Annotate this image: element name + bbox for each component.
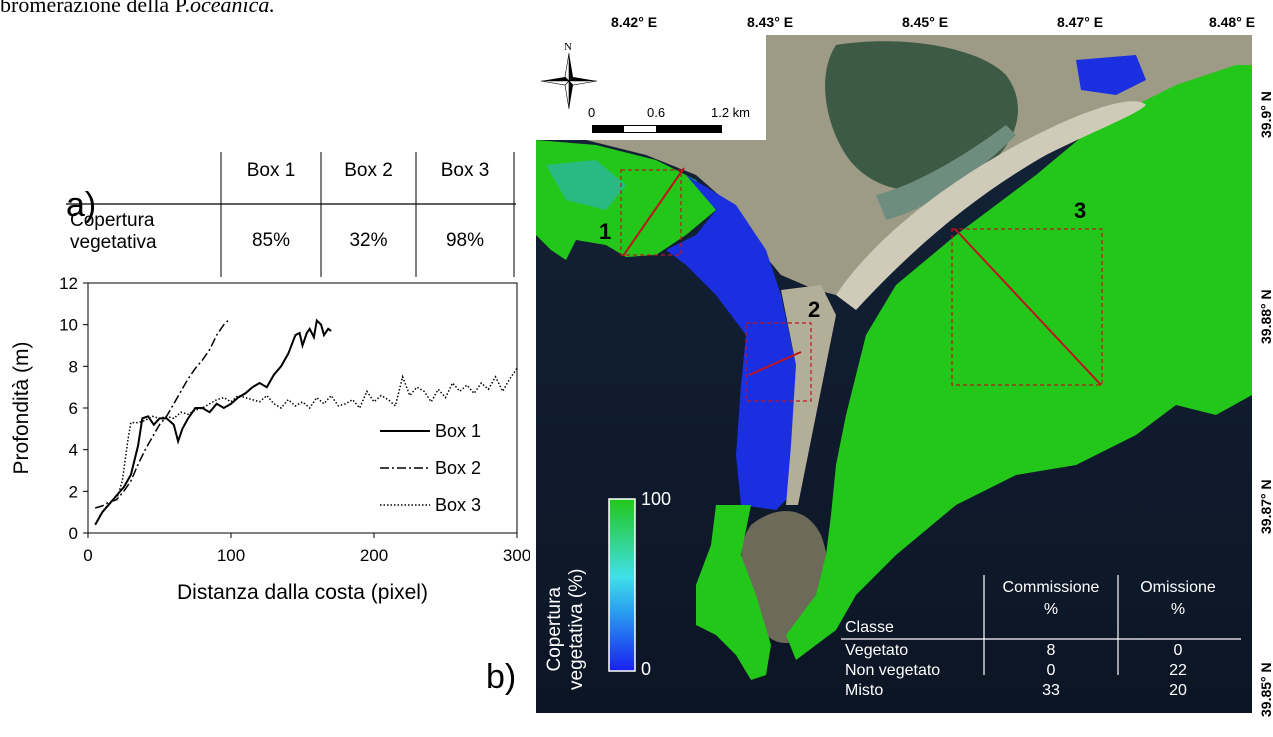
legend-label: Box 2 [435,458,481,478]
x-tick-label: 0 [83,546,92,565]
series-line-box-3 [98,367,518,517]
legend-label: Box 1 [435,421,481,441]
acc-row-omissione: 22 [1169,662,1187,679]
scale-label-0: 0 [588,105,596,120]
legend-title: Copertura vegetativa (%) [544,569,588,690]
table-value-box2: 32% [349,230,388,251]
y-tick-label: 12 [59,274,78,293]
seagrass-mixed-patch [546,160,626,210]
lon-tick-label: 8.43° E [746,14,794,30]
y-tick-label: 4 [69,441,78,460]
acc-row-commissione: 8 [1046,642,1056,659]
legend-min-label: 0 [641,659,652,679]
seagrass-box3-area [786,65,1252,660]
y-tick-label: 8 [69,357,78,376]
table-value-box1: 85% [251,230,291,251]
x-axis-label: Distanza dalla costa (pixel) [177,581,428,604]
legend-title-line2: vegetativa (%) [566,568,587,690]
seagrass-south-area [696,505,771,680]
caption-text: bromerazione della P.oceanica. [0,0,275,18]
scale-label-12: 1.2 km [711,105,751,120]
acc-header-classe: Classe [845,619,894,636]
transect-1 [622,167,685,257]
transect-3 [954,228,1102,386]
box-number-1: 1 [599,219,612,244]
y-tick-label: 0 [69,524,78,543]
acc-row-omissione: 20 [1169,682,1187,699]
x-tick-label: 300 [503,546,530,565]
color-legend-bar [608,498,636,672]
table-col-box3: Box 3 [440,160,490,181]
spit-land [781,285,836,505]
lon-tick-label: 8.47° E [1056,14,1104,30]
lon-tick-label: 8.48° E [1208,14,1256,30]
legend-label: Box 3 [435,495,481,515]
acc-header-omissione: Omissione [1140,579,1216,596]
x-tick-label: 100 [217,546,245,565]
y-tick-label: 2 [69,482,78,501]
table-row-label-line1: Copertura [70,210,155,231]
acc-row-commissione: 0 [1046,662,1056,679]
north-label: N [564,41,572,53]
scale-label-06: 0.6 [647,105,666,120]
lat-tick-label: 39.87° N [1258,479,1273,534]
acc-row-commissione: 33 [1042,682,1060,699]
table-col-box2: Box 2 [344,160,393,181]
lat-tick-label: 39.9° N [1258,91,1273,138]
lat-tick-label: 39.85° N [1258,662,1273,717]
series-line-box-1 [94,318,332,526]
low-cover-area [666,175,798,510]
box-2-outline [745,322,812,402]
table-row-label-line2: vegetativa [70,232,157,253]
caption-main: bromerazione della P. [0,0,190,17]
acc-row-classe: Non vegetato [845,662,941,679]
vegetation-cover-table: Box 1 Box 2 Box 3 Copertura vegetativa 8… [66,152,516,277]
y-tick-label: 6 [69,399,78,418]
box-3-outline [951,228,1103,386]
acc-header-omissione-pct: % [1170,601,1186,618]
y-tick-label: 10 [59,316,78,335]
lon-tick-label: 8.45° E [901,14,949,30]
legend-max-label: 100 [641,489,672,509]
lon-tick-label: 8.42° E [610,14,658,30]
sand-spit [836,101,1146,310]
y-axis-label: Profondità (m) [10,341,33,474]
acc-header-commissione-pct: % [1043,601,1059,618]
inset-box [536,35,766,140]
legend-title-line1: Copertura [544,587,565,672]
box-1-outline [620,169,682,256]
table-row-label: Copertura vegetativa [70,210,210,254]
map-svg [536,35,1252,713]
acc-row-omissione: 0 [1173,642,1183,659]
acc-header-commissione: Commissione [1002,579,1100,596]
satellite-map: N 0 0.6 1.2 km 1 2 3 Copertura vegetativ… [536,35,1252,713]
panel-a-label: a) [66,186,97,224]
caption-italic: oceanica. [190,0,275,17]
inner-lagoon [876,125,1016,220]
x-tick-label: 200 [360,546,388,565]
blue-patch-top [1076,55,1146,95]
series-line-box-2 [94,319,229,509]
box-number-2: 2 [808,297,821,322]
lat-tick-label: 39.88° N [1258,289,1273,344]
transect-2 [748,351,802,376]
table-col-box1: Box 1 [246,160,296,181]
accuracy-table-lines [841,575,1241,675]
table-grid [66,152,516,277]
acc-row-classe: Misto [845,682,884,699]
compass-icon [540,52,598,110]
table-value-box3: 98% [445,230,485,251]
scale-bar [592,125,722,133]
depth-profile-chart: 0 2 4 6 8 10 12 0 100 200 300 Distanza dalla costa … [10,274,530,604]
panel-b-label: b) [486,658,517,696]
acc-row-classe: Vegetato [845,642,909,659]
box-number-3: 3 [1074,198,1087,223]
